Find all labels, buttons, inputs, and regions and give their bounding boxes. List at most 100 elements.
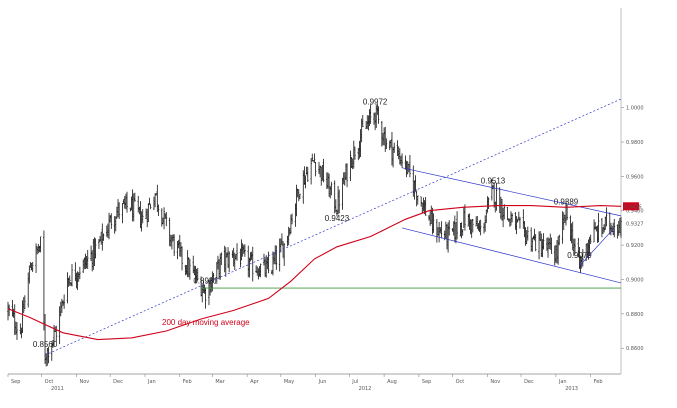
ohlc-bar [16, 322, 18, 340]
ohlc-bar [173, 234, 176, 257]
ohlc-bar [338, 189, 341, 214]
ohlc-bar [385, 138, 388, 150]
ohlc-bar [8, 304, 11, 317]
ohlc-bar [310, 157, 313, 185]
trendline-short-term-rising [579, 227, 615, 267]
ohlc-bar [220, 252, 223, 266]
axes: 1.0000 0.9800 0.9600 0.9400 0.9200 0.9000 0.88… [7, 106, 644, 392]
ohlc-bar [94, 238, 97, 259]
ohlc-bar [605, 207, 608, 227]
y-tick-label: 0.9000 [626, 277, 644, 283]
ohlc-bar [163, 207, 165, 230]
ohlc-bar [313, 153, 316, 163]
ohlc-bar [181, 246, 183, 271]
ohlc-bar [188, 258, 191, 280]
x-tick-label: Sep [422, 379, 431, 385]
x-tick-label: May [284, 379, 294, 385]
ohlc-bar [487, 197, 490, 210]
ohlc-bar [511, 213, 513, 223]
ohlc-bar [55, 325, 58, 342]
x-year-label: 2013 [565, 386, 578, 392]
ohlc-bar [251, 246, 254, 282]
trendline-channel-lower [401, 227, 622, 284]
y-tick-label: 0.9400 [626, 209, 644, 215]
x-tick-label: Dec [113, 379, 123, 385]
x-tick-label: Sep [11, 379, 20, 385]
ohlc-bar [424, 196, 427, 216]
ohlc-bar [102, 233, 105, 241]
ohlc-bar [68, 275, 71, 286]
ohlc-bar [471, 218, 474, 233]
ohlc-bar [23, 295, 26, 310]
ohlc-bar [71, 263, 73, 287]
x-tick-label: Feb [183, 379, 192, 385]
ohlc-bar [204, 287, 207, 309]
annotation-0.8931: 0.8931 [193, 276, 218, 285]
x-tick-label: Feb [594, 379, 603, 385]
ohlc-bar [118, 202, 121, 219]
ohlc-bar [86, 249, 89, 270]
ohlc-bar [299, 193, 301, 200]
ohlc-bar [239, 248, 242, 268]
x-tick-label: Dec [524, 379, 534, 385]
ma-level-tag [623, 202, 639, 211]
ohlc-bar [461, 229, 464, 236]
ohlc-bar [416, 195, 419, 205]
ohlc-bar [165, 212, 168, 227]
ohlc-bar [47, 346, 50, 364]
moving-average-line [7, 205, 622, 341]
trendline-channel-upper [401, 167, 622, 217]
ohlc-bar [291, 213, 293, 225]
ohlc-bar [401, 153, 403, 169]
x-tick-label: Oct [456, 379, 465, 385]
y-tick-label: 0.8800 [626, 312, 644, 318]
annotation-0.9423: 0.9423 [325, 214, 350, 223]
ohlc-bar [479, 219, 482, 236]
ohlc-bar [589, 234, 592, 245]
ohlc-bar [354, 146, 356, 160]
ohlc-bar [609, 222, 612, 236]
ohlc-bar [414, 175, 417, 192]
ohlc-bar [311, 153, 314, 162]
x-tick-label: Jan [558, 379, 567, 385]
x-tick-label: Jun [318, 379, 327, 385]
ohlc-bar [448, 220, 451, 236]
ohlc-bar [420, 196, 423, 207]
ohlc-bar [526, 226, 529, 241]
y-tick-label: 1.0000 [626, 106, 644, 112]
ohlc-bar [78, 266, 81, 280]
y-tick-label: 0.9200 [626, 243, 644, 249]
ohlc-bar [22, 297, 25, 314]
ohlc-bar [369, 104, 372, 124]
ohlc-bar [319, 165, 322, 178]
annotation-0.9389: 0.9389 [554, 198, 579, 207]
ohlc-bar [516, 218, 519, 223]
ohlc-bar [565, 200, 567, 226]
ohlc-bar [306, 166, 309, 182]
ohlc-bar [141, 209, 144, 224]
y-tick-label: 0.9800 [626, 140, 644, 146]
ohlc-bar [267, 251, 270, 274]
ma-level-label: 0.9426 [624, 204, 642, 210]
ohlc-bar [377, 106, 380, 124]
ohlc-bar [314, 162, 317, 177]
ohlc-bar [110, 213, 113, 229]
ohlc-bar [503, 204, 506, 220]
ohlc-bar [409, 154, 411, 178]
x-year-label: 2012 [359, 386, 372, 392]
ohlc-bar [148, 197, 151, 205]
x-tick-label: Oct [45, 379, 54, 385]
annotation-0.9513: 0.9513 [481, 176, 506, 185]
overlay-lines [7, 98, 622, 356]
ohlc-bar [236, 243, 238, 261]
ohlc-bar [248, 257, 251, 278]
ohlc-bar [259, 263, 262, 278]
ohlc-bar [149, 204, 152, 210]
ohlc-bar [597, 212, 600, 243]
ohlc-bar [243, 244, 246, 257]
ohlc-bar [456, 211, 458, 240]
ohlc-bar [63, 294, 66, 309]
y-tick-label: 0.8600 [626, 346, 644, 352]
